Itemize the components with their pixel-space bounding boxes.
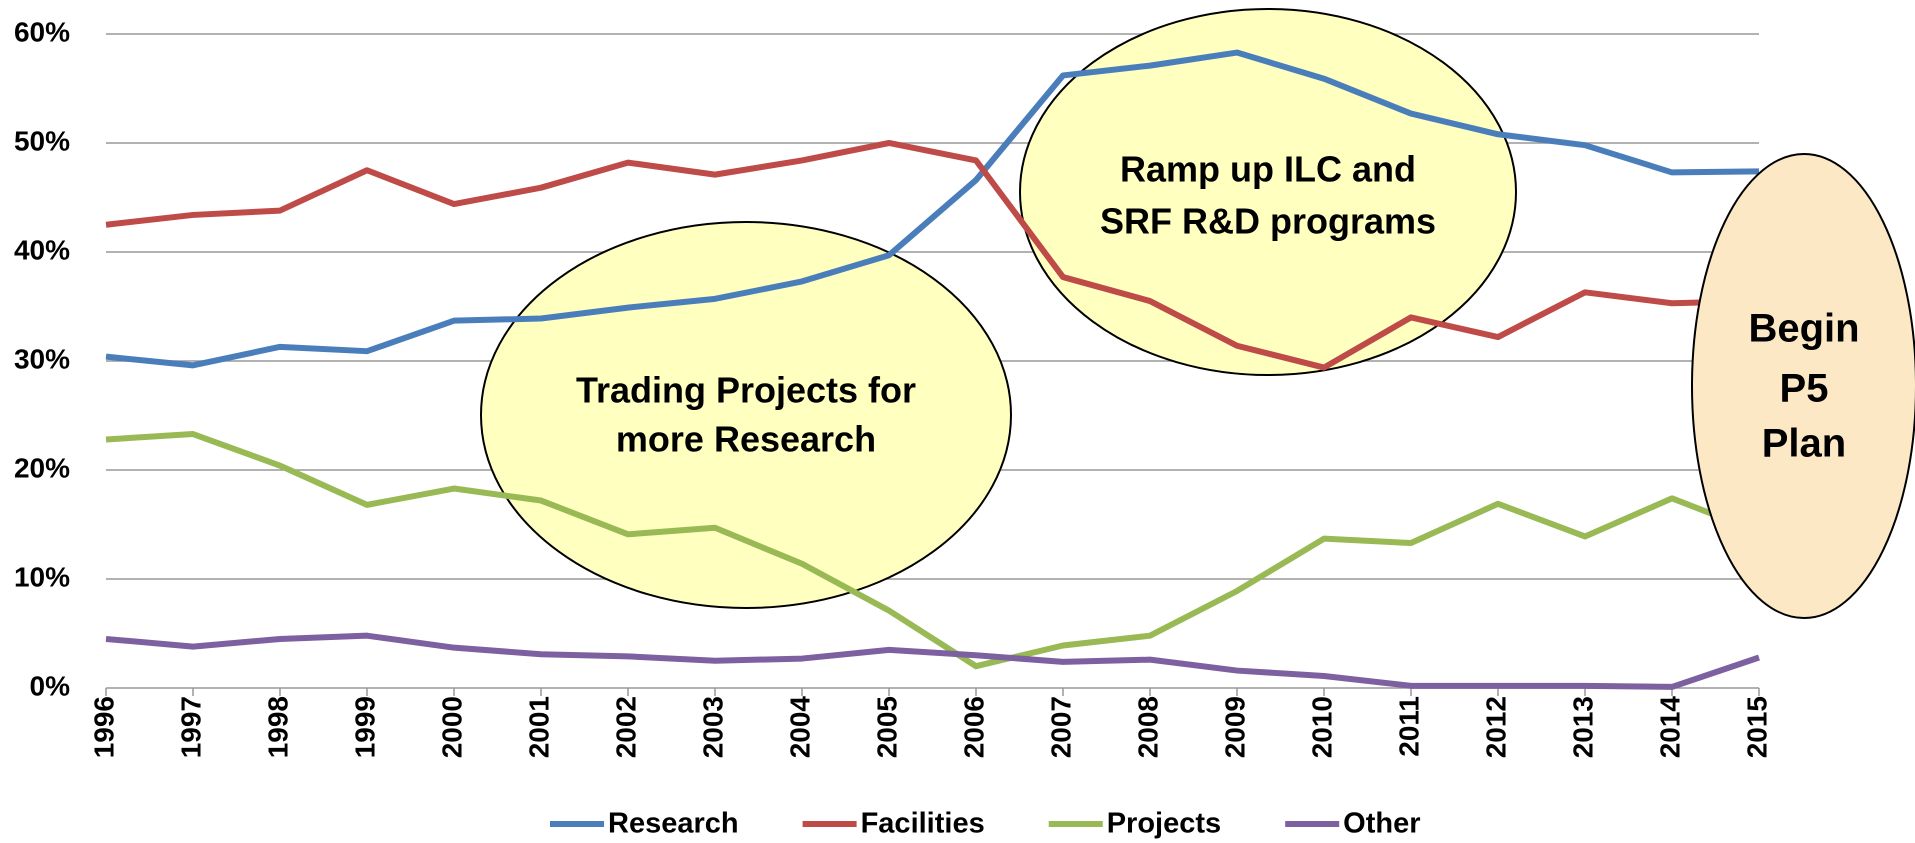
x-tick-label: 2008 — [1132, 696, 1163, 758]
annotation-text: P5 — [1780, 367, 1829, 411]
x-tick-label: 2002 — [610, 696, 641, 758]
annotation-text: more Research — [616, 419, 876, 460]
legend-label: Facilities — [861, 808, 985, 840]
annotation-text: SRF R&D programs — [1100, 201, 1436, 242]
x-tick-label: 2003 — [697, 696, 728, 758]
x-tick-label: 1996 — [88, 696, 119, 758]
legend-label: Research — [608, 808, 739, 840]
series-line — [105, 632, 1760, 690]
annotation-ellipse — [1019, 8, 1517, 376]
x-tick-label: 2001 — [523, 696, 554, 758]
x-tick-label: 1999 — [349, 696, 380, 758]
y-tick-label: 10% — [14, 561, 70, 592]
annotation-text: Plan — [1762, 422, 1846, 466]
x-tick-label: 2015 — [1741, 696, 1772, 758]
annotation-ellipse — [480, 221, 1012, 609]
y-tick-label: 20% — [14, 452, 70, 483]
y-tick-label: 60% — [14, 16, 70, 47]
x-tick-label: 2004 — [784, 696, 815, 759]
series-line — [105, 49, 1760, 369]
annotation-text: Begin — [1748, 307, 1859, 351]
x-tick-label: 2011 — [1393, 696, 1424, 757]
x-tick-label: 2012 — [1480, 696, 1511, 758]
x-tick-label: 1998 — [262, 696, 293, 758]
annotation-text: Ramp up ILC and — [1120, 149, 1416, 190]
series-line — [105, 431, 1761, 670]
y-tick-label: 0% — [30, 670, 71, 701]
x-tick-label: 2010 — [1306, 696, 1337, 758]
annotation-text: Trading Projects for — [576, 370, 916, 411]
series-line — [105, 140, 1760, 371]
y-tick-label: 50% — [14, 125, 70, 156]
x-tick-label: 2000 — [436, 696, 467, 758]
x-tick-label: 2009 — [1219, 696, 1250, 758]
x-tick-label: 2014 — [1654, 696, 1685, 759]
legend-label: Projects — [1107, 808, 1221, 840]
annotation-ellipse — [1691, 153, 1915, 619]
x-tick-label: 2006 — [958, 696, 989, 758]
lines — [105, 49, 1761, 690]
x-tick-label: 1997 — [175, 696, 206, 758]
x-tick-label: 2013 — [1567, 696, 1598, 758]
y-tick-label: 40% — [14, 234, 70, 265]
legend-label: Other — [1343, 808, 1420, 840]
x-tick-label: 2007 — [1045, 696, 1076, 758]
x-tick-label: 2005 — [871, 696, 902, 758]
y-tick-label: 30% — [14, 343, 70, 374]
